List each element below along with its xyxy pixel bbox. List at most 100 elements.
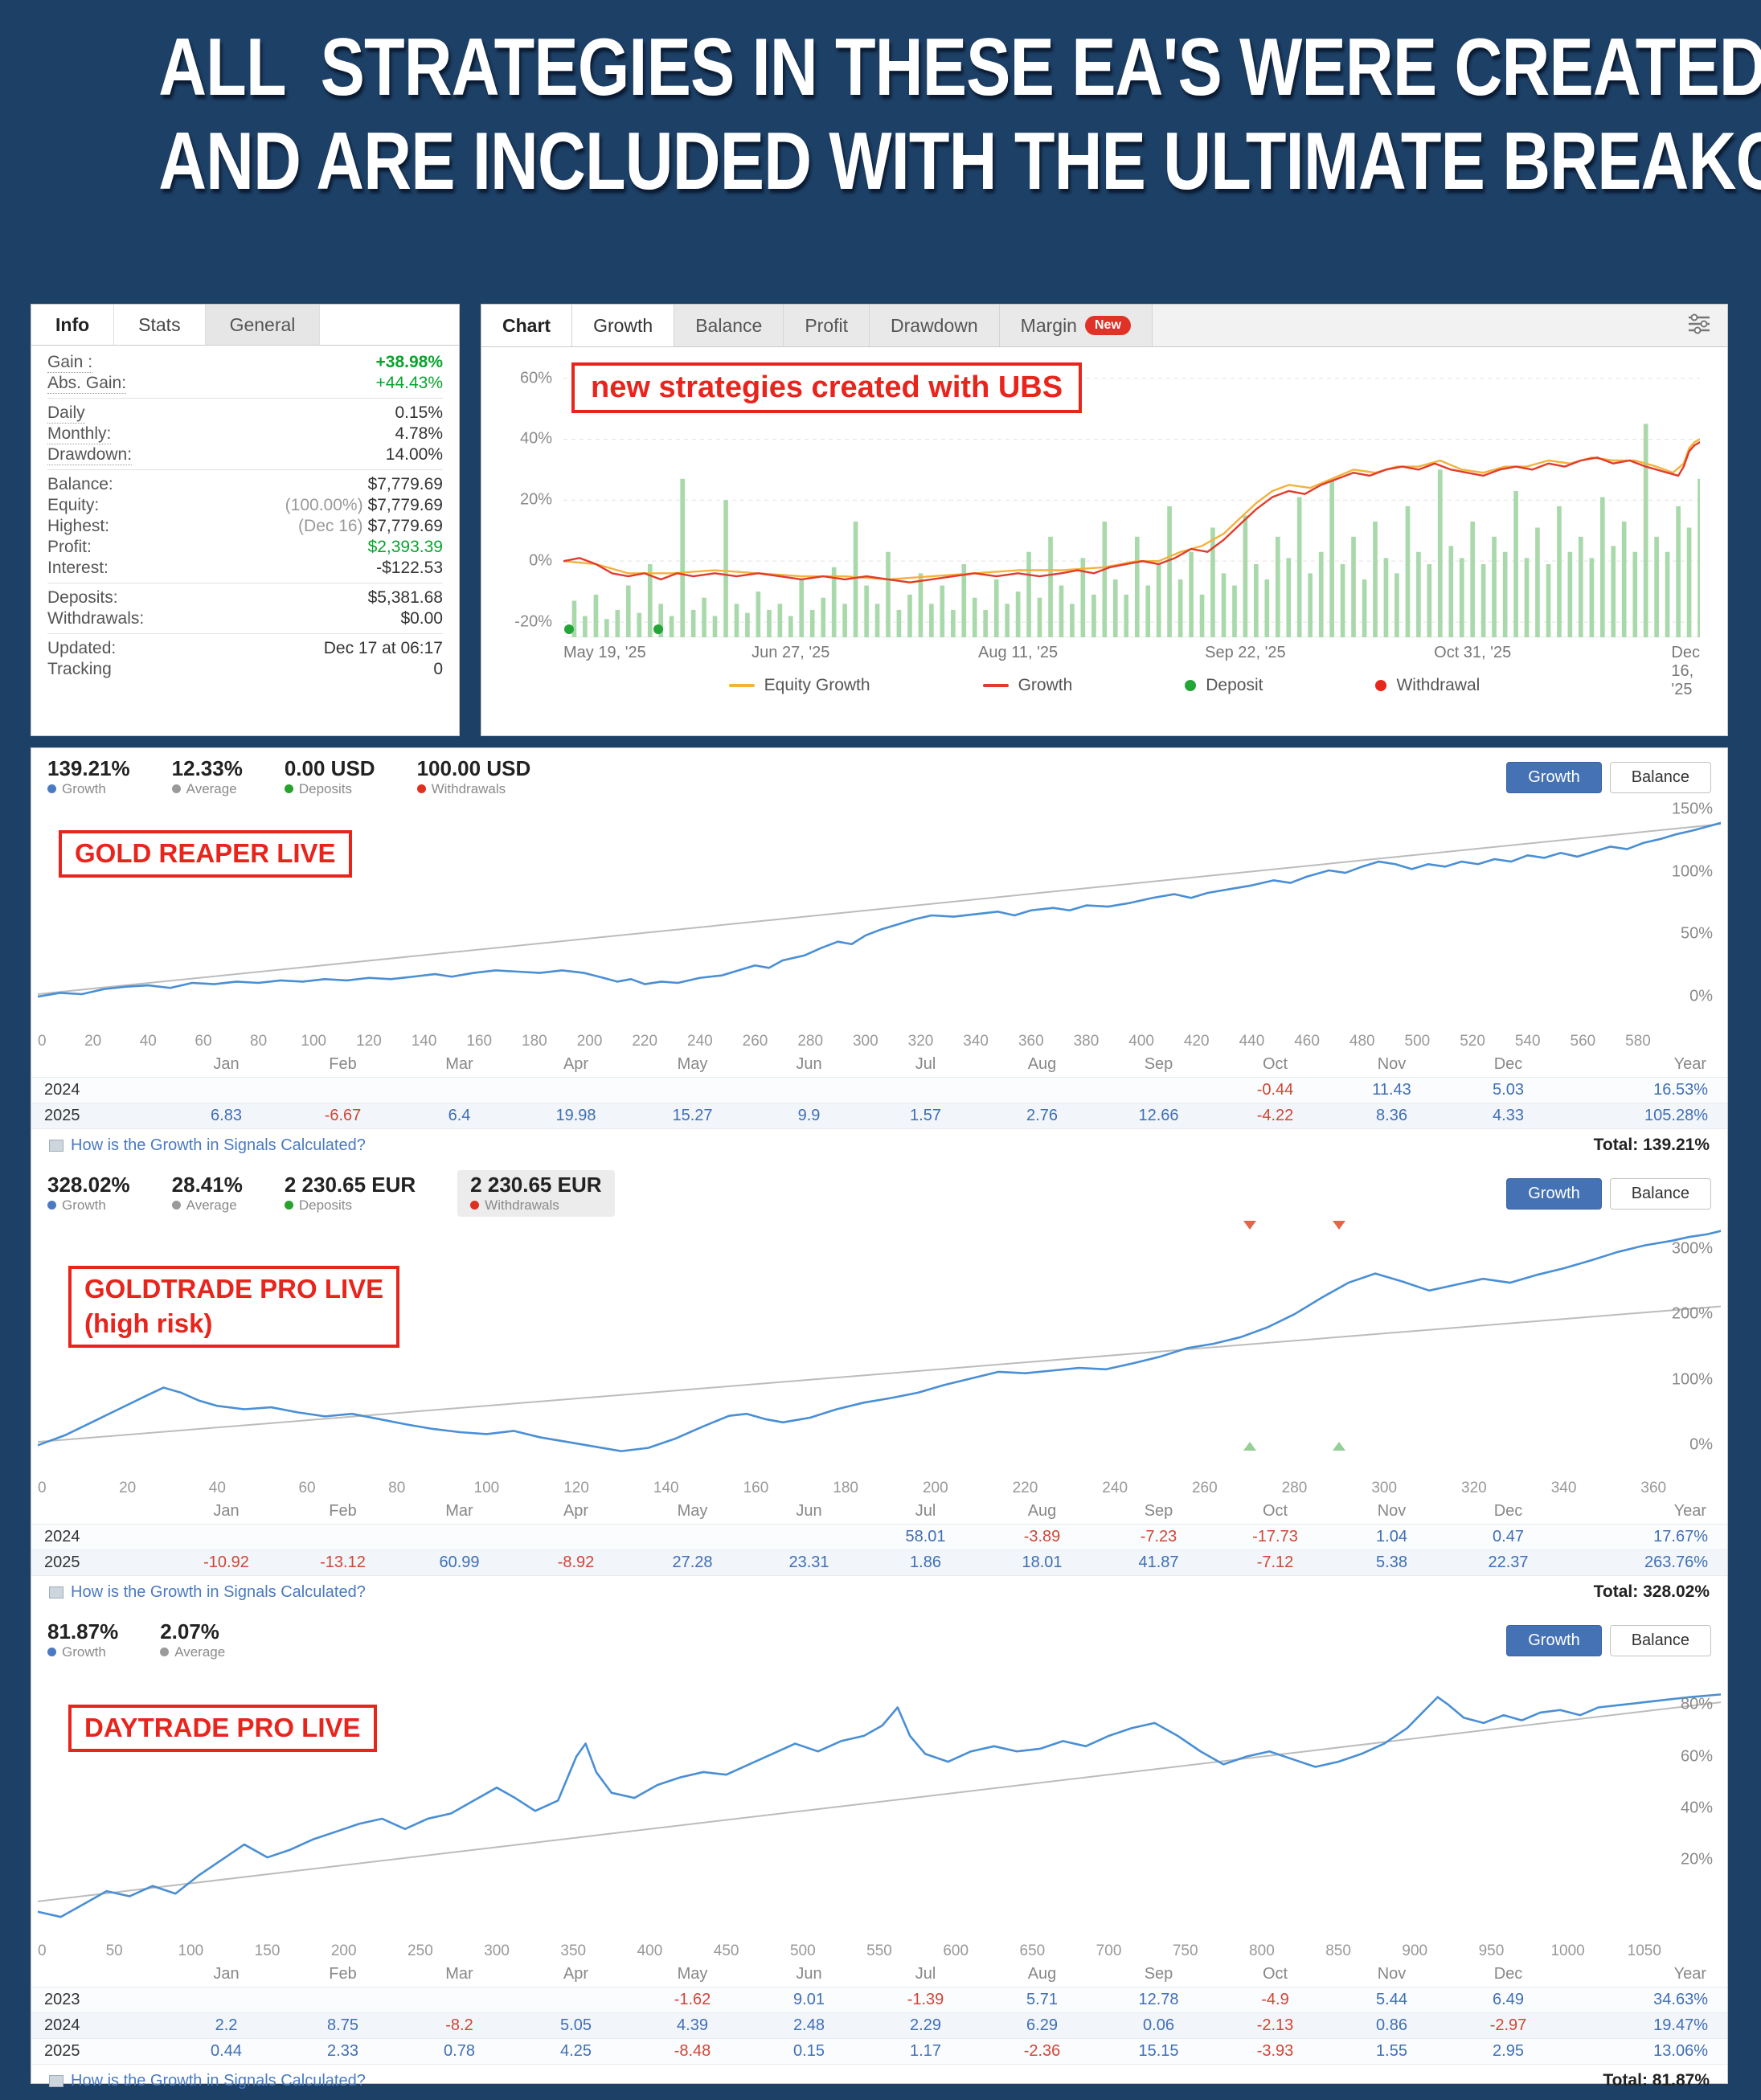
divider <box>47 633 443 634</box>
x-tick: 240 <box>687 1033 713 1050</box>
tab-balance[interactable]: Balance <box>674 305 784 346</box>
chart-icon <box>49 1586 63 1599</box>
month-value: -3.93 <box>1256 2042 1294 2060</box>
month-value: 5.03 <box>1493 1081 1524 1099</box>
legend-item-growth: Growth <box>982 676 1072 695</box>
stat-label-text: Growth <box>62 1197 106 1213</box>
tab-stats[interactable]: Stats <box>114 305 206 345</box>
x-tick: 0 <box>38 1942 47 1959</box>
balance-button[interactable]: Balance <box>1609 761 1711 793</box>
growth-help-link[interactable]: How is the Growth in Signals Calculated? <box>49 1583 366 1602</box>
month-header: Jan <box>213 1502 240 1520</box>
month-header-row: Jan Feb Mar Apr May Jun Jul Aug Sep Oct Nov Dec Year <box>31 1962 1727 1987</box>
x-tick: 300 <box>1371 1480 1398 1496</box>
month-header: Nov <box>1377 1502 1407 1520</box>
legend-dot <box>470 1201 480 1210</box>
x-axis-date: Aug 11, '25 <box>978 644 1059 661</box>
x-tick: 240 <box>1102 1480 1128 1496</box>
x-tick: 160 <box>743 1480 769 1496</box>
stat-row: Deposits: $5,381.68 <box>47 587 443 608</box>
growth-button[interactable]: Growth <box>1506 761 1602 793</box>
year-total: 17.67% <box>1653 1528 1708 1545</box>
total-growth: Total: 328.02% <box>1593 1582 1710 1601</box>
x-tick: 360 <box>1018 1033 1044 1050</box>
x-tick: 300 <box>484 1942 510 1959</box>
chart-settings-icon[interactable] <box>1687 313 1711 338</box>
tab-info[interactable]: Info <box>31 305 115 345</box>
balance-button[interactable]: Balance <box>1609 1177 1711 1210</box>
stat-label: Deposits: <box>47 588 118 607</box>
widget-header: 81.87% Growth 2.07% Average Growth Balance <box>31 1615 1727 1664</box>
chart-canvas <box>38 803 1721 1028</box>
stat-value: 2 230.65 EUR <box>284 1173 416 1197</box>
line-swatch <box>728 684 755 687</box>
growth-button[interactable]: Growth <box>1506 1177 1602 1210</box>
stat-row: Updated: Dec 17 at 06:17 <box>47 638 443 659</box>
stat-label: Drawdown: <box>47 444 133 465</box>
widget-goldtrade-pro: 328.02% Growth 28.41% Average 2 230.65 EUR De… <box>31 1168 1727 1608</box>
month-header: Sep <box>1144 1502 1173 1520</box>
x-tick: 550 <box>866 1942 892 1959</box>
account-stats-panel: Info Stats General Gain : +38.98% Abs. Gain:… <box>31 304 460 736</box>
x-tick: 440 <box>1239 1033 1265 1050</box>
month-value: -1.39 <box>907 1991 944 2008</box>
deposit-marker <box>1243 1442 1256 1451</box>
tab-chart[interactable]: Chart <box>481 305 573 346</box>
month-value: 2.48 <box>793 2016 825 2034</box>
growth-button[interactable]: Growth <box>1506 1624 1602 1656</box>
chart-icon <box>49 1139 63 1152</box>
tab-margin[interactable]: Margin New <box>999 305 1153 346</box>
x-tick: 540 <box>1514 1033 1541 1050</box>
chart-label-goldtrade-pro: GOLDTRADE PRO LIVE (high risk) <box>68 1266 400 1348</box>
growth-help-link[interactable]: How is the Growth in Signals Calculated? <box>49 1136 366 1155</box>
x-tick: 0 <box>38 1480 47 1496</box>
stat-value: $7,779.69 <box>367 475 443 493</box>
balance-button[interactable]: Balance <box>1609 1624 1711 1656</box>
growth-help-link[interactable]: How is the Growth in Signals Calculated? <box>49 2072 366 2090</box>
x-tick: 340 <box>1550 1480 1577 1496</box>
stat-value: $2,393.39 <box>367 538 443 556</box>
year-total: 263.76% <box>1644 1554 1708 1571</box>
divider <box>47 398 443 399</box>
dot-swatch <box>1375 680 1387 691</box>
month-header: Nov <box>1377 1965 1407 1983</box>
month-value: 0.78 <box>444 2042 475 2060</box>
y-axis-label: 0% <box>529 551 552 570</box>
widget-footer: How is the Growth in Signals Calculated?… <box>31 2064 1727 2097</box>
tab-profit[interactable]: Profit <box>784 305 870 346</box>
month-value: 15.27 <box>672 1107 713 1124</box>
month-value: -8.2 <box>445 2016 473 2034</box>
legend-dot <box>171 1201 181 1210</box>
stat-label-text: Withdrawals <box>431 780 506 796</box>
tab-general[interactable]: General <box>205 305 321 345</box>
y-axis-label: 40% <box>519 429 552 448</box>
x-tick: 260 <box>742 1033 768 1050</box>
x-tick: 280 <box>1281 1480 1308 1496</box>
tab-drawdown[interactable]: Drawdown <box>870 305 1000 346</box>
legend-dot <box>171 784 181 794</box>
month-value: -6.67 <box>324 1107 362 1124</box>
stat-growth: 328.02% Growth <box>47 1173 130 1214</box>
month-header: Apr <box>563 1965 589 1983</box>
view-toggle: Growth Balance <box>1506 761 1711 793</box>
stat-label-text: Growth <box>62 1644 106 1660</box>
month-value: 8.36 <box>1376 1107 1407 1124</box>
stats-rows: Gain : +38.98% Abs. Gain: +44.43% Daily 0.15%… <box>31 346 459 683</box>
month-header: Dec <box>1493 1055 1523 1073</box>
tab-label: Balance <box>695 314 763 336</box>
y-axis-label: 40% <box>1680 1799 1713 1817</box>
x-tick: 200 <box>576 1033 603 1050</box>
stat-value: 100.00 USD <box>416 756 531 781</box>
month-value: 58.01 <box>905 1528 946 1545</box>
x-axis-date-labels: May 19, '25 Jun 27, '25 Aug 11, '25 Sep 22,… <box>563 644 1700 698</box>
total-growth: Total: 139.21% <box>1593 1136 1710 1154</box>
year-total: 16.53% <box>1653 1081 1708 1099</box>
tab-growth[interactable]: Growth <box>572 305 675 346</box>
chart-label-gold-reaper: GOLD REAPER LIVE <box>59 830 352 878</box>
stat-value: 81.87% <box>47 1619 119 1644</box>
row-year: 2023 <box>44 1991 80 2008</box>
x-tick: 420 <box>1183 1033 1210 1050</box>
x-tick: 220 <box>1012 1480 1038 1496</box>
row-year: 2024 <box>44 1528 80 1545</box>
growth-help-link-label: How is the Growth in Signals Calculated? <box>71 1136 366 1154</box>
